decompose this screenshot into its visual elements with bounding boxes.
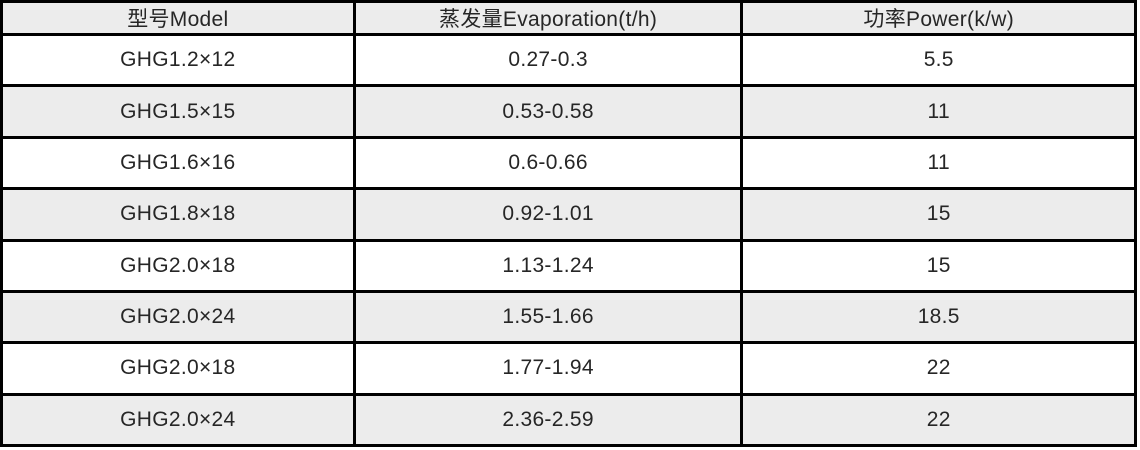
table-row: GHG1.2×12 0.27-0.3 5.5 — [0, 32, 1137, 88]
table-row: GHG1.5×15 0.53-0.58 11 — [0, 84, 1137, 139]
col-header-evaporation: 蒸发量Evaporation(t/h) — [352, 0, 744, 36]
model-cell: GHG1.8×18 — [0, 187, 356, 242]
evaporation-cell: 0.27-0.3 — [352, 32, 744, 88]
model-cell: GHG1.5×15 — [0, 84, 356, 139]
table-row: GHG2.0×24 2.36-2.59 22 — [0, 392, 1137, 448]
table-row: GHG1.8×18 0.92-1.01 15 — [0, 187, 1137, 242]
header-row: 型号Model 蒸发量Evaporation(t/h) 功率Power(k/w) — [0, 0, 1137, 36]
model-cell: GHG2.0×24 — [0, 289, 356, 345]
power-cell: 22 — [740, 392, 1137, 448]
power-cell: 15 — [740, 187, 1137, 242]
model-cell: GHG2.0×18 — [0, 238, 356, 293]
evaporation-cell: 1.13-1.24 — [352, 238, 744, 293]
table-row: GHG2.0×24 1.55-1.66 18.5 — [0, 289, 1137, 345]
evaporation-cell: 0.53-0.58 — [352, 84, 744, 139]
model-cell: GHG2.0×24 — [0, 392, 356, 448]
model-cell: GHG1.2×12 — [0, 32, 356, 88]
evaporation-cell: 0.6-0.66 — [352, 135, 744, 191]
evaporation-cell: 2.36-2.59 — [352, 392, 744, 448]
table-row: GHG2.0×18 1.77-1.94 22 — [0, 341, 1137, 396]
power-cell: 11 — [740, 135, 1137, 191]
evaporation-cell: 0.92-1.01 — [352, 187, 744, 242]
power-cell: 22 — [740, 341, 1137, 396]
table-row: GHG2.0×18 1.13-1.24 15 — [0, 238, 1137, 293]
evaporation-cell: 1.77-1.94 — [352, 341, 744, 396]
model-cell: GHG2.0×18 — [0, 341, 356, 396]
power-cell: 5.5 — [740, 32, 1137, 88]
power-cell: 18.5 — [740, 289, 1137, 345]
evaporation-cell: 1.55-1.66 — [352, 289, 744, 345]
model-cell: GHG1.6×16 — [0, 135, 356, 191]
power-cell: 11 — [740, 84, 1137, 139]
col-header-model: 型号Model — [0, 0, 356, 36]
table-row: GHG1.6×16 0.6-0.66 11 — [0, 135, 1137, 191]
power-cell: 15 — [740, 238, 1137, 293]
col-header-power: 功率Power(k/w) — [740, 0, 1137, 36]
